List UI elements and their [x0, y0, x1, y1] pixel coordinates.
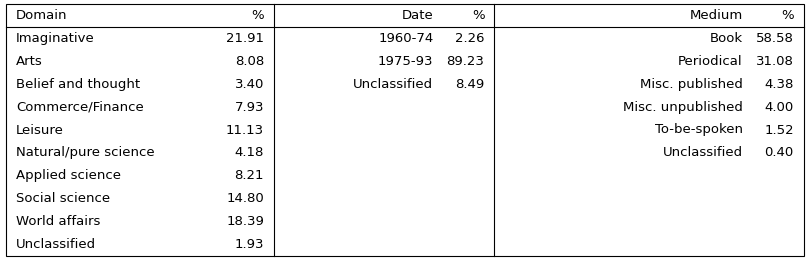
Text: 3.40: 3.40 [235, 78, 264, 91]
Text: 0.40: 0.40 [765, 146, 794, 159]
Text: 4.18: 4.18 [235, 146, 264, 159]
Text: 21.91: 21.91 [226, 32, 264, 45]
Text: Periodical: Periodical [678, 55, 743, 68]
Text: Arts: Arts [16, 55, 43, 68]
Text: Domain: Domain [16, 9, 68, 22]
Text: Misc. unpublished: Misc. unpublished [623, 101, 743, 114]
Text: Social science: Social science [16, 192, 110, 205]
Text: World affairs: World affairs [16, 215, 100, 228]
Text: 89.23: 89.23 [446, 55, 484, 68]
Text: %: % [251, 9, 264, 22]
Text: %: % [471, 9, 484, 22]
Text: 1.52: 1.52 [764, 124, 794, 136]
Text: Commerce/Finance: Commerce/Finance [16, 101, 144, 114]
Text: 18.39: 18.39 [226, 215, 264, 228]
Text: %: % [781, 9, 794, 22]
Text: 4.38: 4.38 [765, 78, 794, 91]
Text: Unclassified: Unclassified [663, 146, 743, 159]
Text: Unclassified: Unclassified [16, 238, 96, 251]
Text: 1960-74: 1960-74 [378, 32, 433, 45]
Text: Imaginative: Imaginative [16, 32, 95, 45]
Text: 8.21: 8.21 [235, 169, 264, 182]
Text: Date: Date [402, 9, 433, 22]
Text: 31.08: 31.08 [756, 55, 794, 68]
Text: Belief and thought: Belief and thought [16, 78, 140, 91]
Text: Natural/pure science: Natural/pure science [16, 146, 155, 159]
Text: Applied science: Applied science [16, 169, 122, 182]
Text: To-be-spoken: To-be-spoken [654, 124, 743, 136]
Text: 4.00: 4.00 [765, 101, 794, 114]
Text: Book: Book [710, 32, 743, 45]
Text: Medium: Medium [689, 9, 743, 22]
Text: Unclassified: Unclassified [353, 78, 433, 91]
Text: 1.93: 1.93 [235, 238, 264, 251]
Text: 58.58: 58.58 [756, 32, 794, 45]
Text: Leisure: Leisure [16, 124, 64, 136]
Text: 7.93: 7.93 [235, 101, 264, 114]
Text: 8.49: 8.49 [455, 78, 484, 91]
Text: 1975-93: 1975-93 [377, 55, 433, 68]
Text: Misc. published: Misc. published [640, 78, 743, 91]
Text: 2.26: 2.26 [455, 32, 484, 45]
Text: 11.13: 11.13 [226, 124, 264, 136]
Text: 14.80: 14.80 [226, 192, 264, 205]
Text: 8.08: 8.08 [235, 55, 264, 68]
